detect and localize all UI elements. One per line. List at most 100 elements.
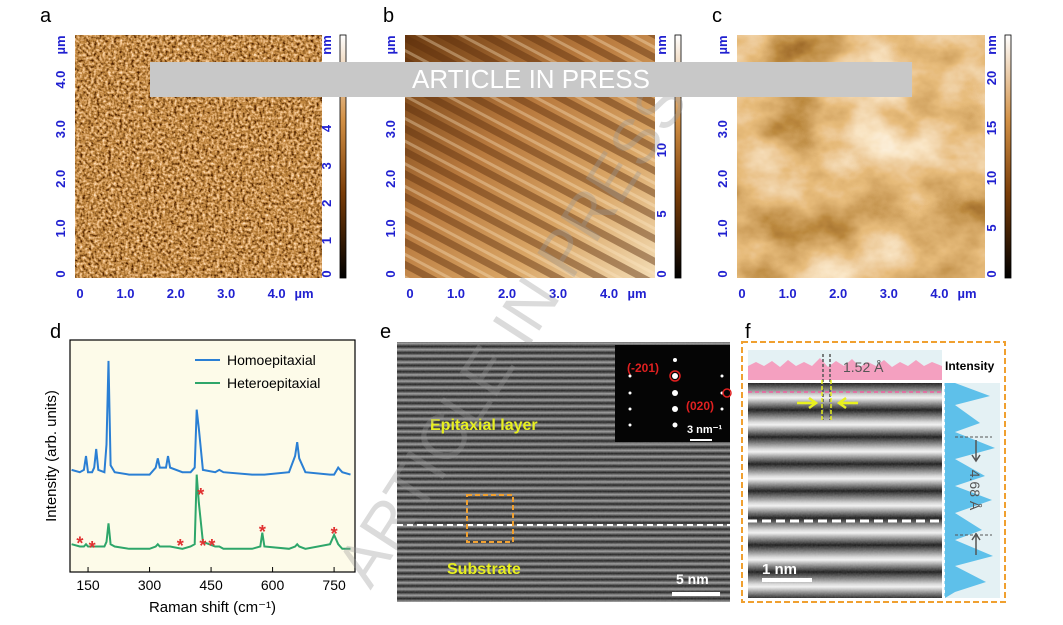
peak-marker: * — [177, 536, 184, 556]
x-tick-label: 4.0 — [600, 286, 618, 301]
colorbar-tick-label: 10 — [984, 171, 999, 185]
tem-noise — [748, 383, 942, 598]
colorbar-tick-label: 0 — [654, 270, 669, 277]
colorbar-unit: nm — [654, 35, 669, 55]
y-tick-label: 2.0 — [383, 170, 398, 188]
spot-label: (-201) — [627, 361, 659, 375]
x-tick-label: 750 — [322, 577, 346, 593]
inset-scale-label: 3 nm⁻¹ — [687, 424, 722, 436]
colorbar-tick-label: 4 — [319, 124, 334, 132]
arrow — [971, 532, 981, 555]
y-tick-label: 2.0 — [53, 170, 68, 188]
arrow — [797, 396, 819, 410]
y-unit: µm — [53, 35, 68, 54]
zoom-box — [466, 494, 514, 543]
legend-label: Homoepitaxial — [227, 352, 316, 368]
y-tick-label: 3.0 — [53, 120, 68, 138]
peak-marker: * — [89, 538, 96, 558]
panel-label: e — [380, 321, 391, 343]
watermark-bar — [150, 62, 912, 97]
peak-marker: * — [197, 485, 204, 505]
x-tick-label: 1.0 — [779, 286, 797, 301]
y-tick-label: 3.0 — [715, 120, 730, 138]
x-tick-label: 3.0 — [217, 286, 235, 301]
colorbar-tick-label: 5 — [984, 224, 999, 231]
colorbar-unit: nm — [984, 35, 999, 55]
colorbar-tick-label: 3 — [319, 162, 334, 169]
y-axis-label: Intensity (arb. units) — [43, 390, 60, 522]
panel-label: a — [40, 5, 52, 27]
colorbar — [339, 34, 347, 279]
x-tick-label: 2.0 — [829, 286, 847, 301]
x-unit: µm — [957, 286, 976, 301]
x-tick-label: 3.0 — [549, 286, 567, 301]
x-tick-label: 0 — [406, 286, 413, 301]
colorbar-tick-label: 0 — [319, 270, 334, 277]
plot-frame — [69, 339, 356, 573]
x-tick-label: 2.0 — [498, 286, 516, 301]
x-tick-label: 1.0 — [116, 286, 134, 301]
y-unit: µm — [383, 35, 398, 54]
colorbar-tick-label: 10 — [654, 143, 669, 157]
peak-marker: * — [199, 536, 206, 556]
x-tick-label: 0 — [738, 286, 745, 301]
layer-label: Substrate — [447, 561, 521, 578]
legend-label: Heteroepitaxial — [227, 375, 320, 391]
y-tick-label: 0 — [715, 270, 730, 277]
scale-label: 1 nm — [762, 561, 797, 578]
colorbar — [674, 34, 682, 279]
colorbar-unit: nm — [319, 35, 334, 55]
x-tick-label: 4.0 — [268, 286, 286, 301]
x-unit: µm — [627, 286, 646, 301]
plot-bg — [70, 340, 355, 572]
series-line — [71, 474, 351, 550]
spacing-label: 4.68 Å — [967, 470, 983, 511]
colorbar-tick-label: 0 — [984, 270, 999, 277]
y-tick-label: 1.0 — [383, 219, 398, 237]
y-tick-label: 4.0 — [53, 71, 68, 89]
x-tick-label: 300 — [138, 577, 162, 593]
colorbar — [1004, 34, 1012, 279]
y-tick-label: 2.0 — [715, 170, 730, 188]
peak-marker: * — [76, 534, 83, 554]
y-tick-label: 1.0 — [53, 219, 68, 237]
colorbar-tick-label: 15 — [984, 121, 999, 135]
colorbar-tick-label: 20 — [984, 71, 999, 85]
panel-label: c — [712, 5, 722, 27]
panel-label: d — [50, 321, 61, 343]
arrow — [971, 440, 981, 463]
x-tick-label: 1.0 — [447, 286, 465, 301]
spot-label: (020) — [686, 399, 714, 413]
x-tick-label: 4.0 — [930, 286, 948, 301]
peak-marker: * — [259, 522, 266, 542]
x-tick-label: 0 — [76, 286, 83, 301]
series-line — [71, 360, 351, 476]
intensity-profile — [748, 358, 942, 380]
spot-ring — [669, 370, 681, 382]
peak-marker: * — [208, 536, 215, 556]
y-tick-label: 1.0 — [715, 219, 730, 237]
y-tick-label: 0 — [383, 270, 398, 277]
colorbar-tick-label: 5 — [654, 210, 669, 217]
watermark: ARTICLE IN PRESS — [412, 64, 650, 94]
layer-label: Epitaxial layer — [430, 417, 538, 434]
x-tick-label: 150 — [76, 577, 100, 593]
x-tick-label: 600 — [261, 577, 285, 593]
panel-label: f — [745, 321, 751, 343]
x-tick-label: 2.0 — [167, 286, 185, 301]
y-tick-label: 3.0 — [383, 120, 398, 138]
y-unit: µm — [715, 35, 730, 54]
profile-label: Intensity — [945, 359, 995, 373]
y-tick-label: 0 — [53, 270, 68, 277]
scale-label: 5 nm — [676, 571, 709, 587]
x-tick-label: 450 — [199, 577, 223, 593]
panel-label: b — [383, 5, 394, 27]
spacing-label: 1.52 Å — [843, 359, 884, 375]
x-axis-label: Raman shift (cm⁻¹) — [149, 599, 276, 616]
colorbar-tick-label: 2 — [319, 200, 334, 207]
peak-marker: * — [331, 524, 338, 544]
x-unit: µm — [294, 286, 313, 301]
colorbar-tick-label: 1 — [319, 237, 334, 244]
